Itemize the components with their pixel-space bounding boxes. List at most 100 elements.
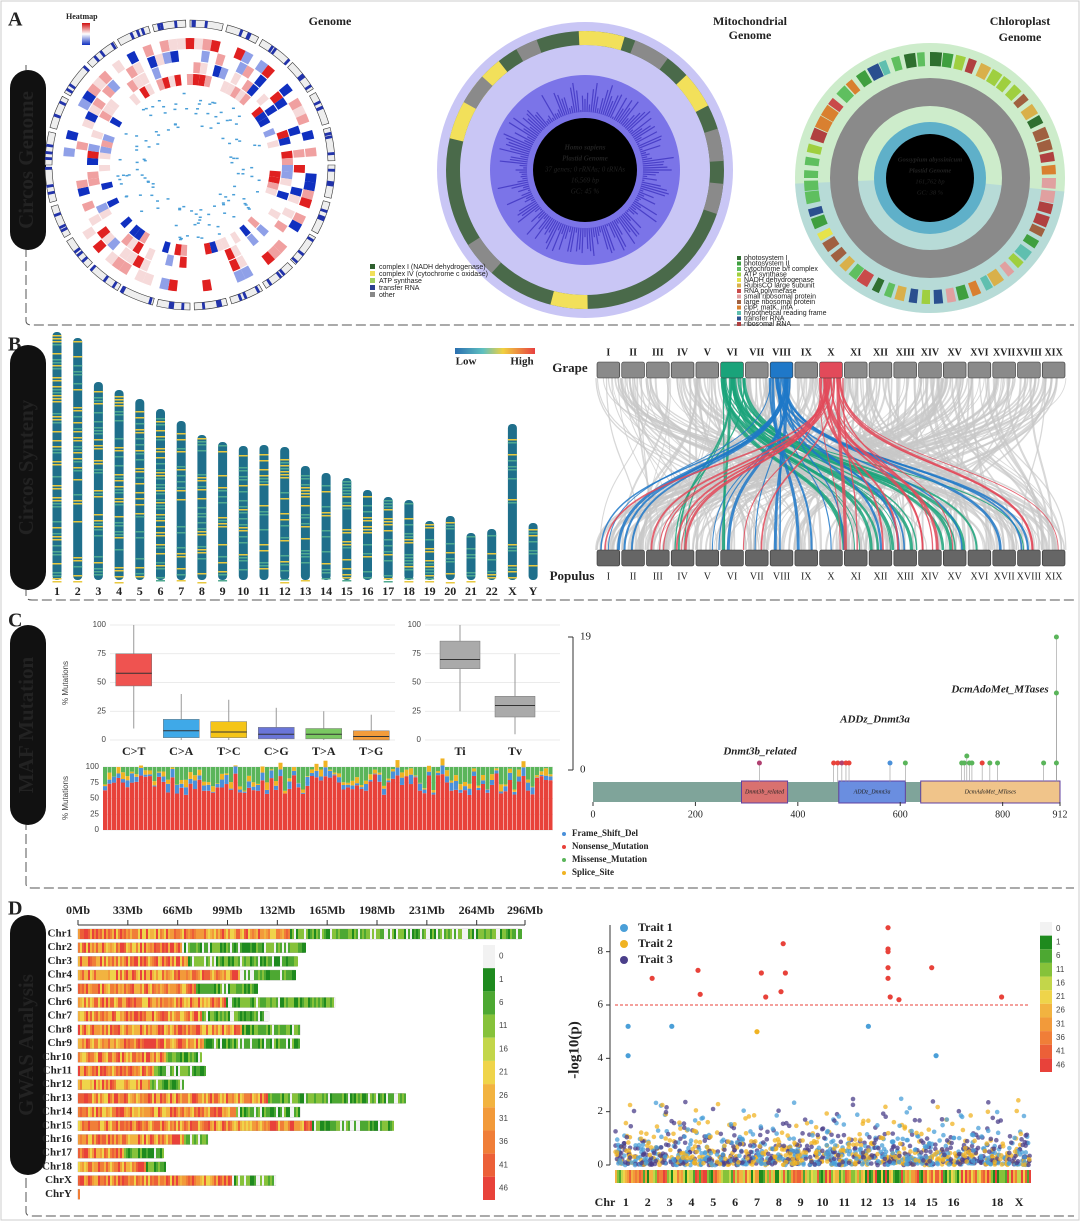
scatter-bar xyxy=(162,105,166,108)
band xyxy=(259,511,269,513)
density-cell xyxy=(198,1024,200,1035)
density-cell xyxy=(344,929,346,939)
density-cell xyxy=(90,1093,92,1104)
density-cell xyxy=(280,929,282,939)
density-cell xyxy=(248,956,250,967)
gene xyxy=(848,263,865,280)
sample-bar xyxy=(544,779,548,830)
density-cell xyxy=(82,1024,84,1035)
density-cell xyxy=(242,1175,244,1186)
density-cell xyxy=(184,942,186,953)
scatter-bar xyxy=(182,92,186,95)
scatter-bar xyxy=(173,108,177,111)
density-cell xyxy=(168,1038,170,1049)
sample-bar xyxy=(485,792,490,830)
density-cell xyxy=(100,1161,102,1172)
band xyxy=(280,498,290,500)
density-cell xyxy=(108,1175,110,1186)
band xyxy=(93,469,103,471)
density-cell xyxy=(94,1024,96,1035)
density-cell xyxy=(160,1011,162,1022)
density-cell xyxy=(82,1079,84,1090)
background-point xyxy=(750,1159,756,1165)
band xyxy=(466,557,476,559)
density-cell xyxy=(196,983,198,994)
band xyxy=(280,492,290,494)
band xyxy=(466,536,476,538)
density-cell xyxy=(140,942,142,953)
band xyxy=(259,568,269,570)
density-cell xyxy=(276,942,278,953)
density-cell xyxy=(284,1120,286,1131)
density-cell xyxy=(294,970,296,981)
density-cell xyxy=(390,929,392,939)
band xyxy=(218,571,228,573)
density-cell xyxy=(198,1011,200,1022)
density-cell xyxy=(200,929,202,939)
background-point xyxy=(648,1145,654,1150)
gene xyxy=(804,156,820,167)
density-cell xyxy=(320,929,322,939)
density-cell xyxy=(262,1120,264,1131)
density-cell xyxy=(90,1148,92,1159)
density-cell xyxy=(334,1093,336,1104)
density-cell xyxy=(424,929,426,939)
density-cell xyxy=(128,1120,130,1131)
x-tick-label: 66Mb xyxy=(163,903,193,917)
gc-bar xyxy=(545,221,561,250)
band xyxy=(114,537,124,539)
sample-bar xyxy=(269,767,274,770)
density-cell xyxy=(208,997,210,1008)
density-cell xyxy=(282,1024,284,1035)
band xyxy=(300,553,310,555)
band xyxy=(114,450,124,452)
density-cell xyxy=(102,1011,104,1022)
density-cell xyxy=(124,1134,126,1145)
density-cell xyxy=(198,970,200,981)
density-cell xyxy=(204,970,206,981)
legend-swatch xyxy=(1040,962,1052,977)
density-cell xyxy=(86,1066,88,1076)
gene xyxy=(871,277,885,294)
density-cell xyxy=(180,983,182,994)
density-cell xyxy=(106,1161,108,1172)
density-cell xyxy=(194,1107,196,1118)
band xyxy=(52,575,62,577)
gc-bar xyxy=(642,177,657,181)
density-cell xyxy=(270,929,272,939)
band xyxy=(300,556,310,558)
gene xyxy=(550,291,588,310)
heat-cell xyxy=(144,247,156,261)
density-cell xyxy=(152,1093,154,1104)
density-cell xyxy=(266,997,268,1008)
density-cell xyxy=(114,1011,116,1022)
density-cell xyxy=(118,1161,120,1172)
density-cell xyxy=(210,956,212,967)
heat-cell xyxy=(87,177,101,187)
density-cell xyxy=(394,929,396,939)
scatter-bar xyxy=(221,202,225,204)
sample-bar xyxy=(418,782,422,784)
density-cell xyxy=(334,997,336,1008)
density-cell xyxy=(236,942,238,953)
density-cell xyxy=(132,1093,134,1104)
gc-bar xyxy=(602,224,613,254)
legend-label: ribosomal RNA xyxy=(744,321,791,328)
density-cell xyxy=(164,1120,166,1131)
density-cell xyxy=(200,1134,202,1145)
density-cell xyxy=(264,1038,266,1049)
sample-bar xyxy=(359,785,364,788)
background-point xyxy=(829,1132,834,1138)
density-cell xyxy=(222,1107,224,1118)
density-cell xyxy=(224,929,226,939)
band xyxy=(300,514,310,516)
density-cell xyxy=(136,1120,138,1131)
y-tick-label: 25 xyxy=(90,809,99,818)
sample-bar xyxy=(503,767,508,785)
sample-bar xyxy=(404,769,409,776)
density-cell xyxy=(166,970,168,981)
density-cell xyxy=(82,1107,84,1118)
gc-bar xyxy=(553,92,564,117)
density-cell xyxy=(142,983,144,994)
sample-bar xyxy=(166,783,170,793)
